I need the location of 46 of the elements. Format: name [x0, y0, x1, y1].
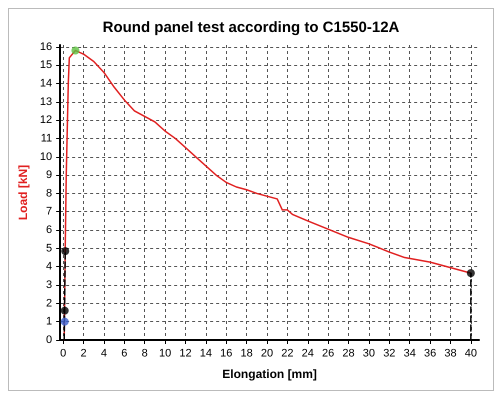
y-tick-label: 7 — [46, 206, 52, 218]
x-tick-label: 24 — [302, 348, 314, 360]
x-tick-label: 40 — [464, 348, 477, 360]
x-tick-label: 16 — [220, 348, 232, 360]
point — [61, 247, 70, 256]
x-tick-label: 0 — [60, 348, 66, 360]
point — [60, 318, 69, 326]
x-tick-label: 2 — [80, 348, 87, 360]
y-tick-label: 10 — [40, 150, 52, 163]
y-tick-label: 2 — [46, 297, 52, 310]
y-tick-label: 1 — [46, 316, 52, 328]
y-tick-label: 0 — [46, 334, 52, 346]
x-tick-label: 8 — [142, 348, 148, 360]
x-tick-label: 18 — [240, 348, 253, 360]
point — [60, 306, 69, 315]
x-tick-label: 20 — [260, 348, 274, 360]
x-tick-label: 12 — [179, 348, 192, 360]
y-tick-label: 8 — [46, 187, 52, 200]
y-tick-label: 9 — [46, 169, 52, 182]
x-axis-title: Elongation [mm] — [222, 367, 317, 381]
y-tick-label: 15 — [40, 59, 52, 72]
y-tick-label: 12 — [40, 114, 52, 126]
x-tick-label: 30 — [362, 348, 376, 360]
y-tick-label: 4 — [46, 260, 52, 273]
x-tick-label: 4 — [100, 348, 108, 360]
y-tick-label: 5 — [46, 242, 52, 254]
y-tick-label: 11 — [40, 132, 52, 144]
y-tick-label: 13 — [40, 96, 52, 108]
x-tick-label: 32 — [383, 348, 396, 360]
x-tick-label: 34 — [404, 348, 416, 360]
x-tick-label: 14 — [200, 348, 212, 360]
x-tick-label: 36 — [424, 348, 436, 360]
y-axis-title: Load [kN] — [16, 164, 30, 220]
y-tick-label: 6 — [46, 224, 52, 236]
x-tick-label: 10 — [158, 348, 172, 360]
x-tick-label: 26 — [322, 348, 334, 360]
y-tick-label: 14 — [40, 77, 52, 90]
point — [71, 46, 80, 54]
x-tick-label: 6 — [121, 348, 128, 360]
chart-title: Round panel test according to C1550-12A — [102, 19, 400, 36]
x-tick-label: 28 — [342, 348, 355, 360]
y-tick-label: 3 — [46, 279, 52, 292]
x-tick-label: 22 — [281, 348, 294, 360]
point — [466, 269, 475, 278]
x-tick-label: 38 — [444, 348, 457, 360]
y-tick-label: 16 — [40, 40, 52, 53]
